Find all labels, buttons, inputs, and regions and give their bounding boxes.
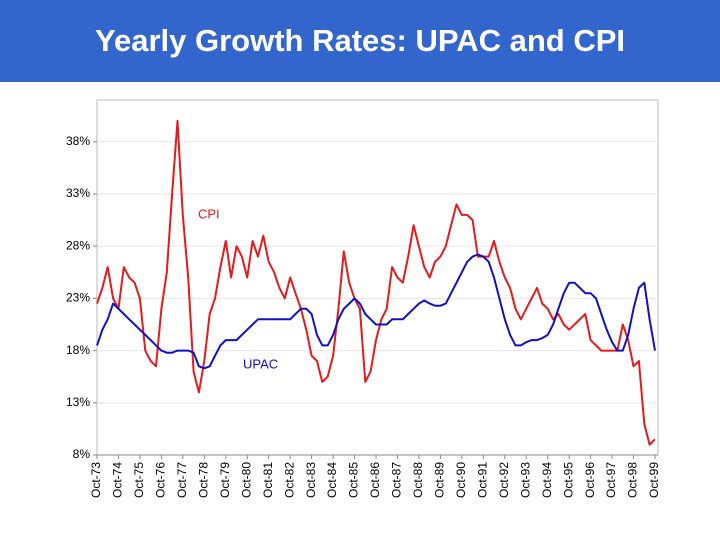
- x-tick-label: Oct-90: [454, 462, 468, 498]
- y-tick-label: 38%: [66, 134, 90, 148]
- plot-frame: [96, 99, 659, 456]
- y-tick-label: 13%: [66, 395, 90, 409]
- x-tick-label: Oct-75: [132, 462, 146, 498]
- x-tick-label: Oct-73: [89, 462, 103, 498]
- x-tick-label: Oct-86: [368, 462, 382, 498]
- y-tick-label: 8%: [73, 447, 91, 461]
- x-tick-label: Oct-97: [604, 462, 618, 498]
- series-label: CPI: [198, 206, 220, 221]
- x-tick-label: Oct-87: [390, 462, 404, 498]
- x-tick-label: Oct-95: [561, 462, 575, 498]
- x-tick-label: Oct-94: [540, 462, 554, 498]
- x-tick-label: Oct-89: [433, 462, 447, 498]
- x-tick-label: Oct-78: [196, 462, 210, 498]
- header: [0, 0, 720, 82]
- x-tick-label: Oct-82: [282, 462, 296, 498]
- x-tick-label: Oct-96: [583, 462, 597, 498]
- x-tick-label: Oct-84: [325, 462, 339, 498]
- series-label: UPAC: [243, 356, 278, 371]
- x-tick-label: Oct-93: [518, 462, 532, 498]
- line-series: [96, 253, 656, 370]
- x-tick-label: Oct-81: [261, 462, 275, 498]
- x-tick-label: Oct-85: [347, 462, 361, 498]
- y-tick-label: 28%: [66, 238, 90, 252]
- line-series: [96, 119, 656, 446]
- x-tick-label: Oct-77: [175, 462, 189, 498]
- x-tick-label: Oct-79: [218, 462, 232, 498]
- x-tick-label: Oct-99: [647, 462, 661, 498]
- x-tick-label: Oct-80: [239, 462, 253, 498]
- y-tick-label: 33%: [66, 186, 90, 200]
- x-tick-label: Oct-74: [111, 462, 125, 498]
- x-tick-label: Oct-98: [626, 462, 640, 498]
- x-tick-label: Oct-88: [411, 462, 425, 498]
- x-tick-label: Oct-92: [497, 462, 511, 498]
- y-tick-label: 18%: [66, 343, 90, 357]
- x-tick-label: Oct-76: [154, 462, 168, 498]
- chart-title: Yearly Growth Rates: UPAC and CPI: [95, 23, 625, 58]
- x-tick-label: Oct-83: [304, 462, 318, 498]
- y-tick-label: 23%: [66, 291, 90, 305]
- x-tick-label: Oct-91: [475, 462, 489, 498]
